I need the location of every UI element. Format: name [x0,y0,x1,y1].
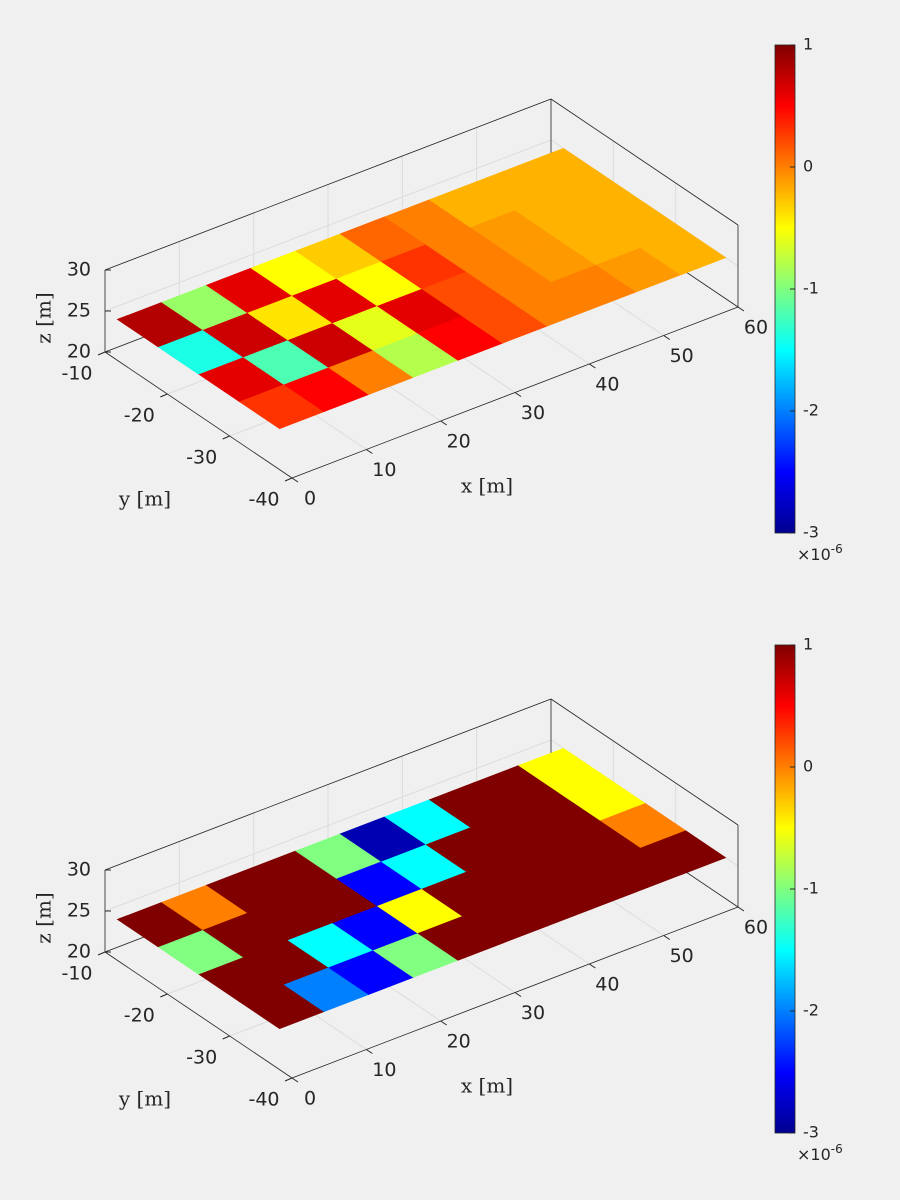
x-tick [366,1049,373,1054]
x-tick-label: 10 [372,1059,396,1081]
exponent-power: -6 [831,542,843,556]
x-tick-label: 20 [447,431,471,453]
x-axis-label: x [m] [461,474,513,498]
x-tick [291,477,299,483]
x-tick [663,935,670,940]
y-tick-label: -10 [61,363,92,385]
x-tick [737,906,745,912]
x-tick-label: 60 [744,917,768,939]
y-tick [284,477,293,482]
axis-box-edge [550,98,739,226]
y-tick [222,1035,230,1040]
x-tick-label: 50 [670,945,694,967]
x-tick-label: 10 [372,459,396,481]
colorbar-tick-label: -1 [803,279,819,298]
colorbar-tick-label: 0 [803,157,813,176]
x-tick [440,1020,447,1026]
z-tick-label: 25 [67,300,91,322]
y-tick-label: -20 [124,405,155,427]
x-tick [366,449,373,454]
x-tick [291,1077,299,1083]
x-tick-label: 40 [595,974,619,996]
x-tick-label: 20 [447,1031,471,1053]
z-tick-label: 20 [67,341,91,363]
x-tick-label: 40 [595,374,619,396]
exponent-base: ×10 [797,1145,831,1164]
x-tick [589,363,596,369]
x-tick [440,420,447,426]
y-tick [284,1077,293,1082]
colorbar-tick-label: -2 [803,1001,819,1020]
grid-line [104,739,552,912]
colorbar-tick-label: -1 [803,879,819,898]
surface-cell [518,747,605,794]
y-tick-label: -30 [186,447,217,469]
axis-box-edge [104,698,552,871]
axis-box-edge [104,98,552,271]
y-tick [160,993,168,998]
y-tick [222,435,230,440]
exponent-power: -6 [831,1142,843,1156]
axis-box-edge [550,698,739,826]
x-axis-label: x [m] [461,1074,513,1098]
y-tick [97,951,106,956]
x-tick-label: 50 [670,345,694,367]
x-tick-label: 0 [304,488,316,510]
colorbar-tick-label: 0 [803,757,813,776]
colorbar-exponent: ×10-6 [797,1142,843,1164]
y-axis-label: y [m] [118,1087,171,1111]
y-tick [160,393,168,398]
colorbar-tick-label: 1 [803,35,813,54]
y-axis-label: y [m] [118,487,171,511]
colorbar-exponent: ×10-6 [797,542,843,564]
grid-line [104,139,552,312]
x-tick [514,992,522,997]
y-tick-label: -30 [186,1047,217,1069]
x-tick [514,392,522,397]
y-tick-label: -40 [248,1089,279,1111]
x-tick-label: 60 [744,317,768,339]
x-tick-label: 0 [304,1088,316,1110]
z-tick-label: 25 [67,900,91,922]
surface-cell [518,147,605,194]
exponent-base: ×10 [797,545,831,564]
y-tick [97,351,106,356]
colorbar-tick-label: -3 [803,523,819,542]
colorbar-tick-label: -2 [803,401,819,420]
y-tick-label: -20 [124,1005,155,1027]
x-tick [589,963,596,969]
y-tick-label: -40 [248,489,279,511]
z-tick-label: 20 [67,941,91,963]
x-tick [663,335,670,340]
z-tick-label: 30 [67,259,91,281]
z-axis-label: z [m] [32,292,56,343]
axis-box-edge [104,351,293,479]
colorbar-tick-label: -3 [803,1123,819,1142]
colorbar-tick-label: 1 [803,635,813,654]
z-tick-label: 30 [67,859,91,881]
x-tick [737,306,745,312]
x-tick-label: 30 [521,1002,545,1024]
y-tick-label: -10 [61,963,92,985]
axis-box-edge [104,951,293,1079]
z-axis-label: z [m] [32,892,56,943]
x-tick-label: 30 [521,402,545,424]
